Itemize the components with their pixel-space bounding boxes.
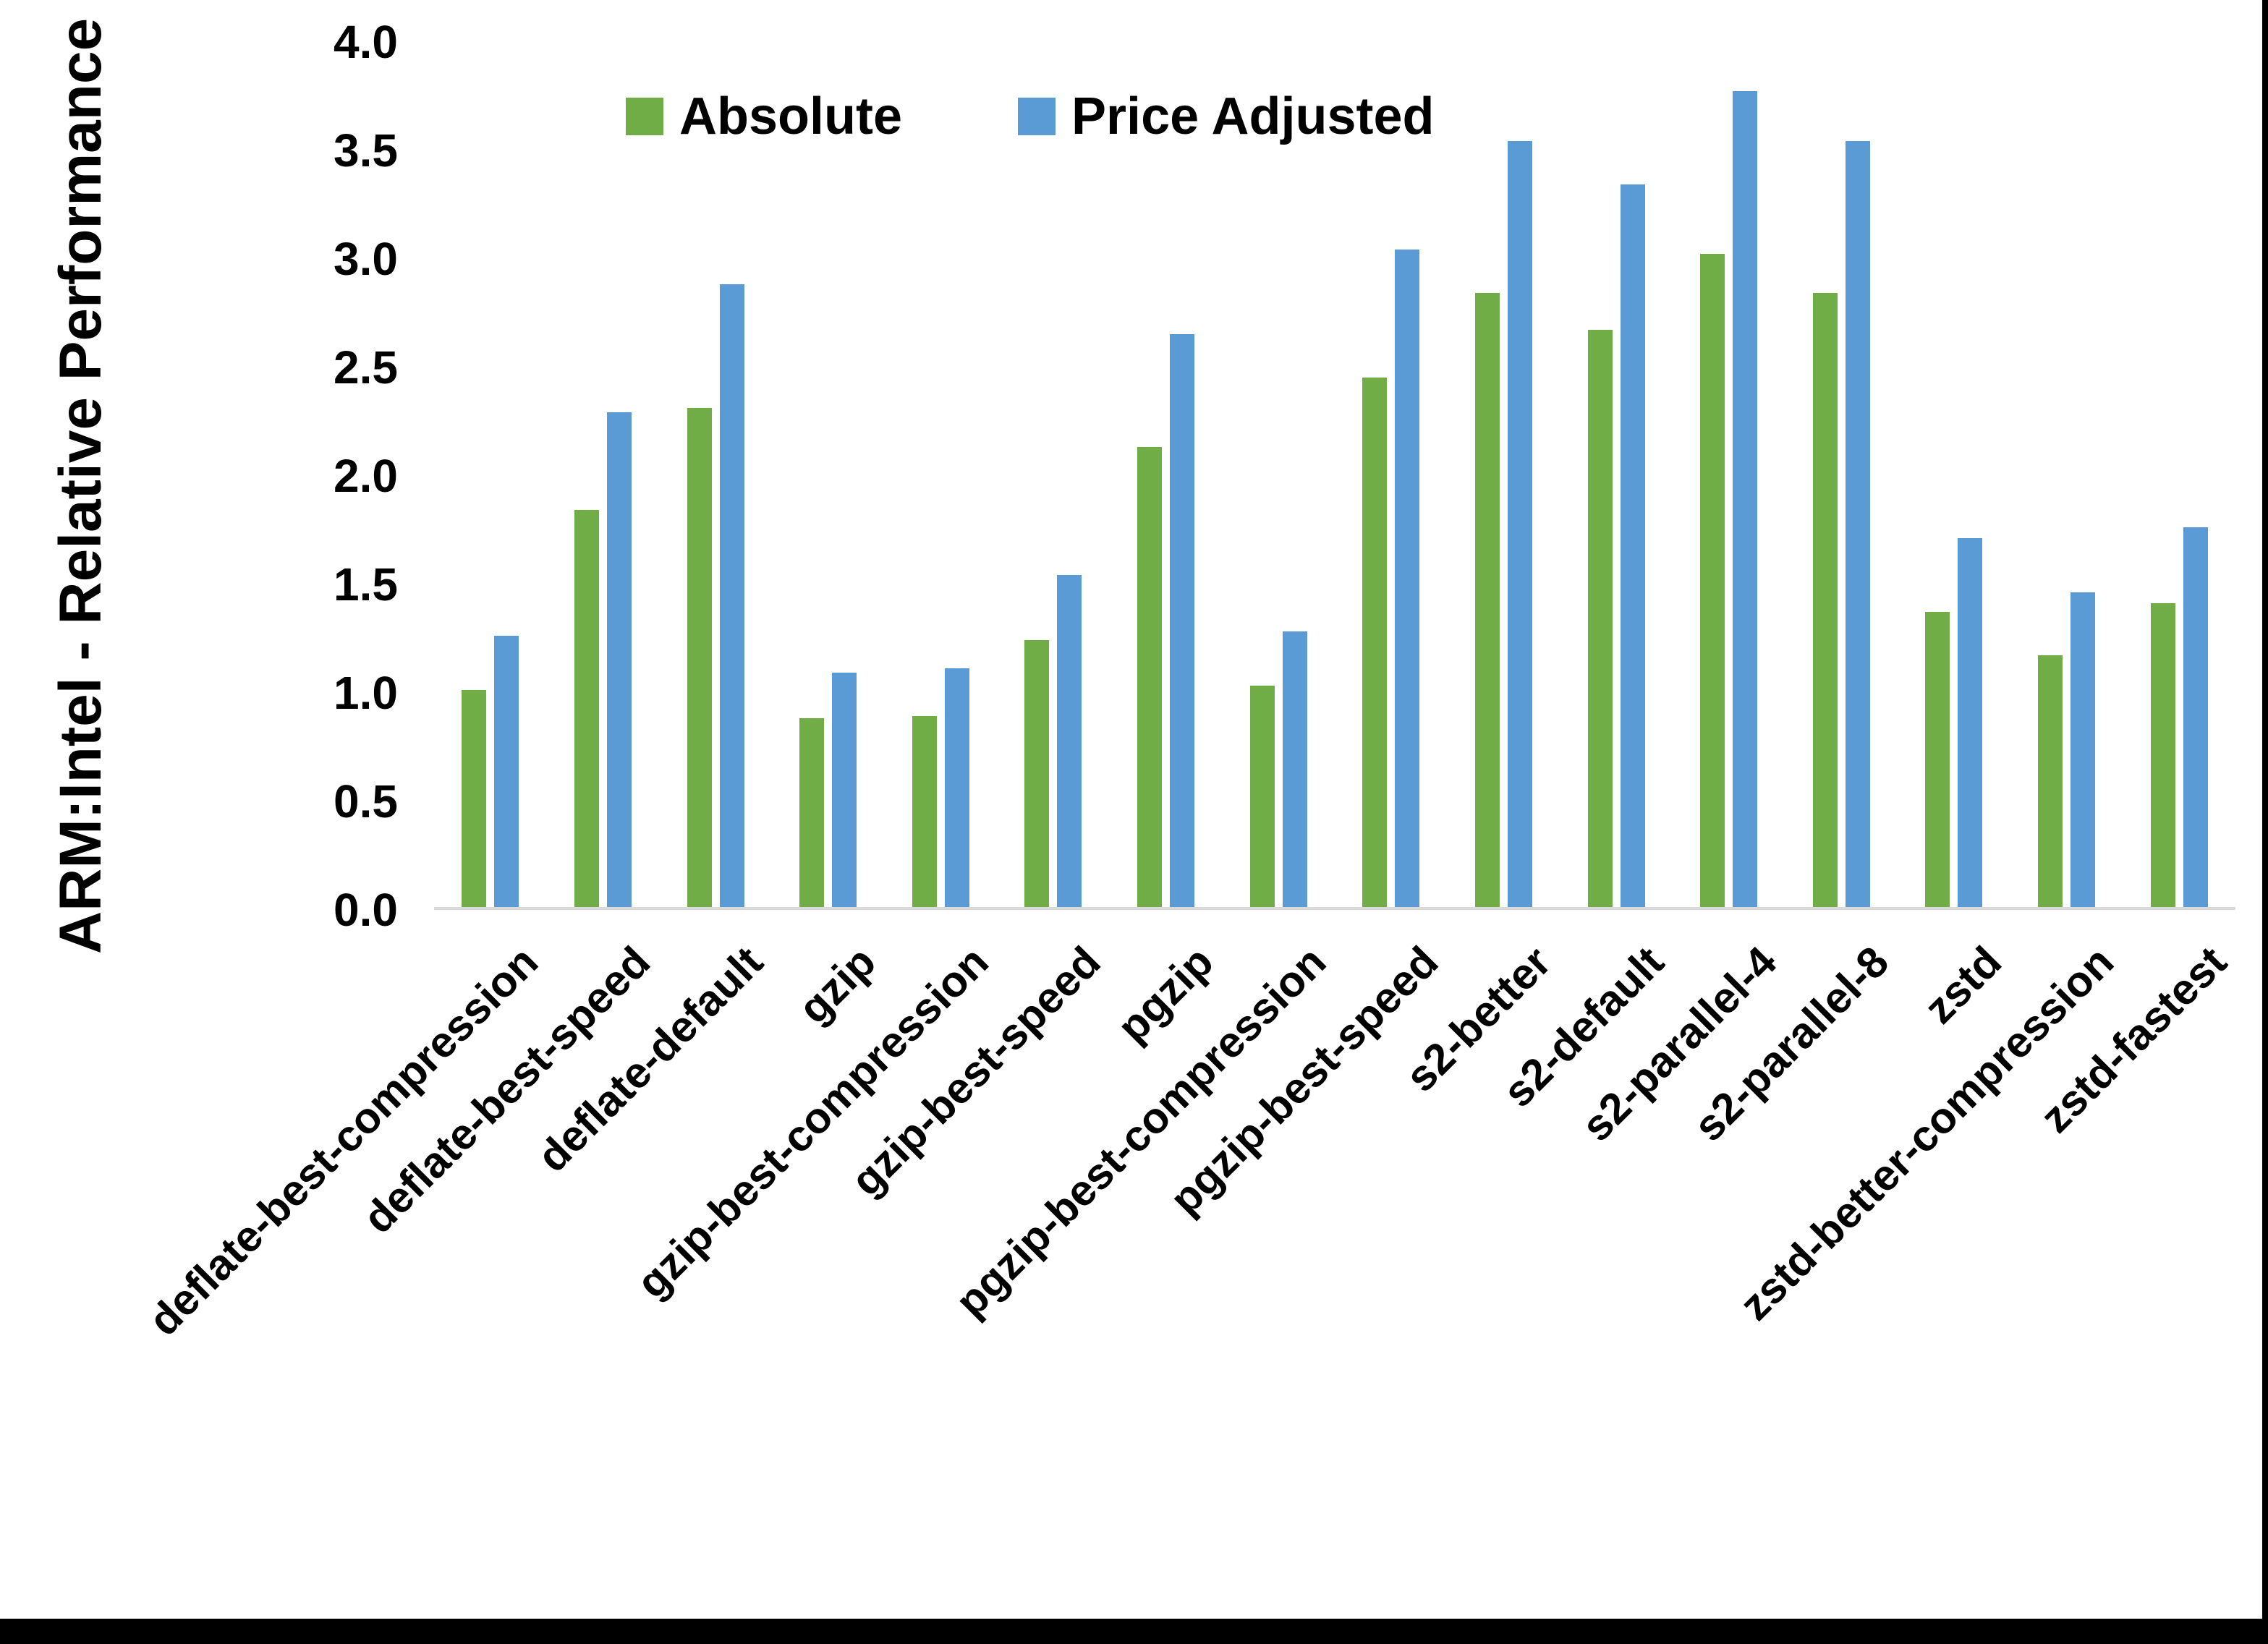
price-adjusted-series-swatch-icon xyxy=(1018,98,1056,135)
bar-absolute-s2-better xyxy=(1474,293,1500,907)
bar-price-adjusted-gzip xyxy=(832,673,857,907)
y-tick-label: 3.5 xyxy=(334,124,398,176)
bottom-border xyxy=(0,1619,2268,1644)
y-tick-label: 2.5 xyxy=(334,341,398,393)
bar-absolute-deflate-default xyxy=(687,408,712,907)
legend: Absolute Price Adjusted xyxy=(626,87,1434,146)
y-tick-label: 0.0 xyxy=(334,884,398,936)
x-tick-label-s2-parallel-4: s2-parallel-4 xyxy=(1571,937,1785,1151)
bar-price-adjusted-zstd-fastest xyxy=(2183,527,2208,907)
bar-price-adjusted-zstd xyxy=(1958,538,1983,907)
bar-group-pgzip-best-compression xyxy=(1222,42,1335,907)
bar-absolute-pgzip-best-speed xyxy=(1362,378,1388,907)
bar-price-adjusted-s2-parallel-4 xyxy=(1733,91,1758,907)
absolute-series-swatch-icon xyxy=(626,98,663,135)
y-tick-label: 1.5 xyxy=(334,558,398,610)
y-tick-label: 2.0 xyxy=(334,450,398,502)
legend-label-absolute: Absolute xyxy=(679,88,903,145)
bar-price-adjusted-pgzip xyxy=(1170,334,1195,907)
bar-price-adjusted-s2-better xyxy=(1507,141,1532,907)
bar-absolute-s2-default xyxy=(1587,330,1613,907)
bar-absolute-deflate-best-compression xyxy=(462,690,487,907)
bar-absolute-deflate-best-speed xyxy=(574,510,599,907)
legend-label-price-adjusted: Price Adjusted xyxy=(1071,88,1435,145)
plot-area xyxy=(434,42,2235,910)
bar-group-zstd-better-compression xyxy=(2010,42,2123,907)
y-tick-label: 0.5 xyxy=(334,775,398,827)
bar-absolute-pgzip-best-compression xyxy=(1249,686,1275,907)
bar-absolute-zstd-better-compression xyxy=(2038,655,2063,907)
bar-group-gzip xyxy=(772,42,885,907)
bar-absolute-gzip xyxy=(799,718,825,907)
bar-absolute-gzip-best-speed xyxy=(1024,640,1050,907)
bar-absolute-s2-parallel-4 xyxy=(1700,254,1725,907)
bar-group-gzip-best-compression xyxy=(885,42,998,907)
bar-price-adjusted-zstd-better-compression xyxy=(2070,592,2096,907)
x-tick-label-gzip: gzip xyxy=(789,937,885,1033)
bar-price-adjusted-gzip-best-speed xyxy=(1057,575,1082,907)
bar-absolute-gzip-best-compression xyxy=(912,716,937,907)
bar-group-s2-parallel-4 xyxy=(1673,42,1785,907)
bar-absolute-s2-parallel-8 xyxy=(1812,293,1838,907)
bar-group-zstd-fastest xyxy=(2123,42,2235,907)
bar-price-adjusted-pgzip-best-compression xyxy=(1282,631,1307,907)
y-tick-label: 1.0 xyxy=(334,667,398,719)
bar-price-adjusted-pgzip-best-speed xyxy=(1395,250,1420,907)
bar-absolute-pgzip xyxy=(1137,447,1163,907)
bar-absolute-zstd xyxy=(1925,612,1950,907)
bar-group-pgzip-best-speed xyxy=(1335,42,1448,907)
right-border xyxy=(2262,0,2268,1644)
bar-price-adjusted-deflate-best-speed xyxy=(606,412,632,907)
x-tick-label-s2-parallel-8: s2-parallel-8 xyxy=(1684,937,1898,1151)
y-tick-label: 3.0 xyxy=(334,233,398,285)
bar-group-gzip-best-speed xyxy=(997,42,1110,907)
bar-group-deflate-default xyxy=(659,42,772,907)
bar-group-pgzip xyxy=(1110,42,1223,907)
bar-group-s2-better xyxy=(1448,42,1560,907)
bar-price-adjusted-deflate-default xyxy=(719,284,744,907)
bar-price-adjusted-s2-parallel-8 xyxy=(1845,141,1870,907)
bar-group-deflate-best-compression xyxy=(434,42,547,907)
bar-price-adjusted-gzip-best-compression xyxy=(944,668,969,907)
bar-group-s2-default xyxy=(1560,42,1673,907)
bar-price-adjusted-s2-default xyxy=(1620,184,1645,907)
bar-group-deflate-best-speed xyxy=(547,42,660,907)
bar-group-zstd xyxy=(1898,42,2010,907)
bar-absolute-zstd-fastest xyxy=(2150,603,2175,907)
y-tick-label: 4.0 xyxy=(334,16,398,68)
x-tick-label-zstd: zstd xyxy=(1914,937,2011,1033)
bar-price-adjusted-deflate-best-compression xyxy=(494,636,519,907)
bar-group-s2-parallel-8 xyxy=(1785,42,1898,907)
y-axis-tick-labels: 0.0 0.5 1.0 1.5 2.0 2.5 3.0 3.5 4.0 xyxy=(203,0,398,1013)
legend-item-absolute: Absolute xyxy=(626,87,902,146)
legend-item-price-adjusted: Price Adjusted xyxy=(1018,87,1434,146)
